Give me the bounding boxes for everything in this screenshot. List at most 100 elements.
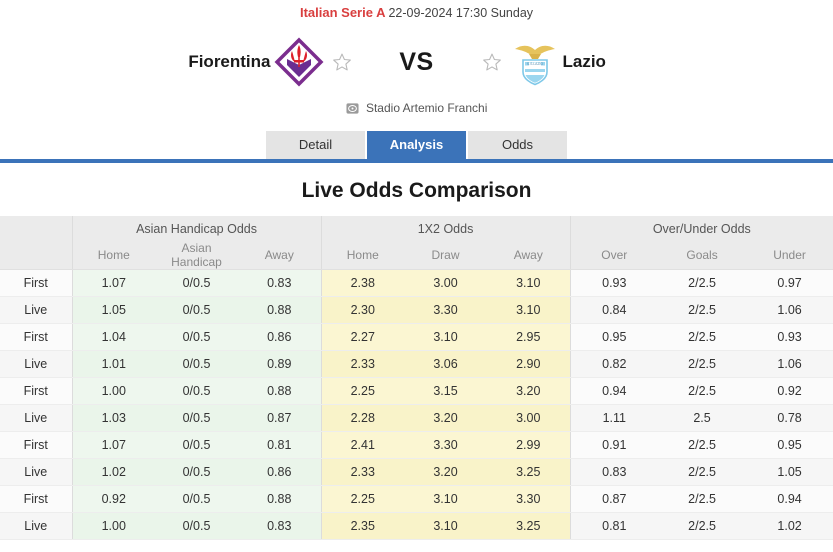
cell-1x2-home: 2.30 bbox=[320, 296, 405, 324]
row-type: Live bbox=[0, 404, 72, 432]
cell-1x2-away: 2.90 bbox=[487, 350, 571, 378]
venue-name: Stadio Artemio Franchi bbox=[365, 101, 488, 115]
tab-analysis[interactable]: Analysis bbox=[367, 131, 466, 159]
cell-ou-goals: 2/2.5 bbox=[658, 485, 747, 513]
cell-1x2-draw: 3.06 bbox=[404, 350, 488, 378]
match-header: Italian Serie A 22-09-2024 17:30 Sunday F… bbox=[0, 0, 833, 119]
cell-1x2-away: 2.99 bbox=[487, 431, 571, 459]
table-row[interactable]: Live 1.01 0/0.5 0.89 2.33 3.06 2.90 0.82… bbox=[0, 350, 833, 378]
group-asian-handicap: Asian Handicap Odds bbox=[71, 216, 322, 241]
column-header-row: Home Asian Handicap Away Home Draw Away … bbox=[0, 241, 833, 270]
cell-ou-over: 1.11 bbox=[569, 404, 659, 432]
group-over-under: Over/Under Odds bbox=[569, 216, 833, 241]
cell-ah-home: 1.07 bbox=[71, 431, 155, 459]
cell-1x2-draw: 3.10 bbox=[404, 485, 488, 513]
row-type: Live bbox=[0, 512, 72, 540]
cell-ah-line: 0/0.5 bbox=[155, 350, 238, 378]
table-row[interactable]: Live 1.02 0/0.5 0.86 2.33 3.20 3.25 0.83… bbox=[0, 458, 833, 486]
cell-ou-under: 0.93 bbox=[746, 323, 833, 351]
table-row[interactable]: First 1.07 0/0.5 0.83 2.38 3.00 3.10 0.9… bbox=[0, 269, 833, 297]
table-row[interactable]: First 0.92 0/0.5 0.88 2.25 3.10 3.30 0.8… bbox=[0, 485, 833, 513]
cell-ou-over: 0.91 bbox=[569, 431, 659, 459]
cell-1x2-home: 2.38 bbox=[320, 269, 405, 297]
cell-ou-under: 1.02 bbox=[746, 512, 833, 540]
tab-detail[interactable]: Detail bbox=[266, 131, 365, 159]
cell-1x2-away: 3.10 bbox=[487, 269, 571, 297]
cell-ah-away: 0.86 bbox=[238, 323, 322, 351]
cell-ah-home: 1.00 bbox=[71, 377, 155, 405]
svg-text:S.S.LAZIO: S.S.LAZIO bbox=[526, 62, 543, 66]
cell-1x2-draw: 3.20 bbox=[404, 404, 488, 432]
cell-ah-away: 0.86 bbox=[238, 458, 322, 486]
cell-ah-line: 0/0.5 bbox=[155, 458, 238, 486]
cell-ah-away: 0.88 bbox=[238, 485, 322, 513]
away-team-name[interactable]: Lazio bbox=[562, 52, 606, 71]
cell-ah-home: 1.02 bbox=[71, 458, 155, 486]
cell-1x2-draw: 3.30 bbox=[404, 431, 488, 459]
table-row[interactable]: Live 1.05 0/0.5 0.88 2.30 3.30 3.10 0.84… bbox=[0, 296, 833, 324]
col-1x2-draw: Draw bbox=[404, 241, 488, 270]
cell-ah-line: 0/0.5 bbox=[155, 269, 238, 297]
lazio-logo: S.S.LAZIO bbox=[507, 34, 563, 90]
cell-ah-home: 1.00 bbox=[71, 512, 155, 540]
venue-line: Stadio Artemio Franchi bbox=[0, 100, 833, 119]
cell-1x2-draw: 3.20 bbox=[404, 458, 488, 486]
cell-ah-away: 0.83 bbox=[238, 512, 322, 540]
page-title: Live Odds Comparison bbox=[301, 179, 532, 202]
cell-ah-home: 1.01 bbox=[71, 350, 155, 378]
row-type: Live bbox=[0, 458, 72, 486]
col-ou-goals: Goals bbox=[658, 241, 747, 270]
tab-underline bbox=[0, 159, 833, 163]
cell-ou-goals: 2/2.5 bbox=[658, 458, 747, 486]
cell-ah-line: 0/0.5 bbox=[155, 485, 238, 513]
home-team-block: Fiorentina bbox=[27, 34, 357, 90]
table-body: First 1.07 0/0.5 0.83 2.38 3.00 3.10 0.9… bbox=[0, 269, 833, 540]
cell-ah-home: 1.05 bbox=[71, 296, 155, 324]
table-row[interactable]: First 1.00 0/0.5 0.88 2.25 3.15 3.20 0.9… bbox=[0, 377, 833, 405]
cell-ah-line: 0/0.5 bbox=[155, 323, 238, 351]
row-type: First bbox=[0, 485, 72, 513]
cell-1x2-home: 2.33 bbox=[320, 458, 405, 486]
row-type: First bbox=[0, 269, 72, 297]
cell-1x2-draw: 3.00 bbox=[404, 269, 488, 297]
cell-ou-under: 1.06 bbox=[746, 350, 833, 378]
cell-1x2-away: 3.20 bbox=[487, 377, 571, 405]
cell-ou-goals: 2/2.5 bbox=[658, 431, 747, 459]
cell-1x2-draw: 3.15 bbox=[404, 377, 488, 405]
group-header-row: Asian Handicap Odds 1X2 Odds Over/Under … bbox=[0, 216, 833, 241]
home-team-name[interactable]: Fiorentina bbox=[188, 52, 271, 71]
cell-ou-under: 0.94 bbox=[746, 485, 833, 513]
table-row[interactable]: Live 1.00 0/0.5 0.83 2.35 3.10 3.25 0.81… bbox=[0, 512, 833, 540]
cell-ou-over: 0.84 bbox=[569, 296, 659, 324]
favorite-star-icon-away[interactable] bbox=[477, 47, 507, 77]
cell-ah-away: 0.89 bbox=[238, 350, 322, 378]
row-type: Live bbox=[0, 350, 72, 378]
table-row[interactable]: Live 1.03 0/0.5 0.87 2.28 3.20 3.00 1.11… bbox=[0, 404, 833, 432]
col-1x2-home: Home bbox=[320, 241, 405, 270]
col-ou-under: Under bbox=[746, 241, 833, 270]
tab-odds[interactable]: Odds bbox=[468, 131, 567, 159]
row-type: First bbox=[0, 323, 72, 351]
cell-ou-over: 0.95 bbox=[569, 323, 659, 351]
cell-ou-goals: 2/2.5 bbox=[658, 377, 747, 405]
cell-ah-line: 0/0.5 bbox=[155, 512, 238, 540]
col-ah-home: Home bbox=[71, 241, 155, 270]
cell-ah-away: 0.87 bbox=[238, 404, 322, 432]
cell-1x2-draw: 3.30 bbox=[404, 296, 488, 324]
table-header: Asian Handicap Odds 1X2 Odds Over/Under … bbox=[0, 216, 833, 270]
cell-ah-line: 0/0.5 bbox=[155, 296, 238, 324]
cell-ou-goals: 2.5 bbox=[658, 404, 747, 432]
cell-ou-over: 0.83 bbox=[569, 458, 659, 486]
league-name[interactable]: Italian Serie A bbox=[299, 5, 386, 20]
col-ah-line: Asian Handicap bbox=[155, 241, 238, 270]
favorite-star-icon-home[interactable] bbox=[327, 47, 357, 77]
cell-ou-goals: 2/2.5 bbox=[658, 512, 747, 540]
table-row[interactable]: First 1.04 0/0.5 0.86 2.27 3.10 2.95 0.9… bbox=[0, 323, 833, 351]
table-row[interactable]: First 1.07 0/0.5 0.81 2.41 3.30 2.99 0.9… bbox=[0, 431, 833, 459]
cell-ah-home: 1.07 bbox=[71, 269, 155, 297]
cell-ah-away: 0.83 bbox=[238, 269, 322, 297]
col-1x2-away: Away bbox=[487, 241, 571, 270]
cell-ou-over: 0.87 bbox=[569, 485, 659, 513]
tab-bar: Detail Analysis Odds bbox=[0, 131, 833, 163]
cell-1x2-home: 2.35 bbox=[320, 512, 405, 540]
